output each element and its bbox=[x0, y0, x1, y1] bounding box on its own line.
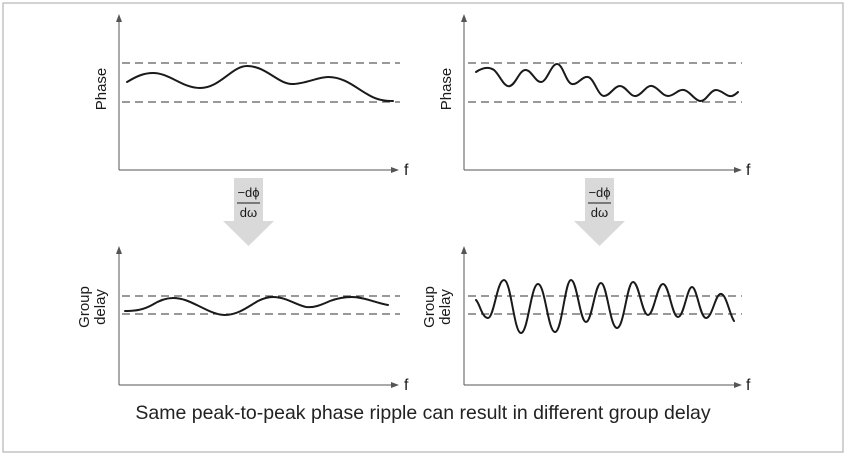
panel-bottom-left: Group delay f bbox=[76, 246, 409, 394]
panel-top-right: Phase f bbox=[438, 14, 751, 179]
derivative-denominator: dω bbox=[591, 205, 608, 220]
y-axis-arrowhead bbox=[116, 246, 122, 254]
y-axis-label: delay bbox=[437, 289, 454, 325]
y-axis-label: Group bbox=[76, 286, 93, 328]
figure-caption: Same peak-to-peak phase ripple can resul… bbox=[135, 402, 710, 424]
down-arrow-shape bbox=[574, 178, 625, 246]
derivative-arrow-right: −dϕ dω bbox=[574, 178, 625, 246]
group-delay-curve-small bbox=[124, 296, 389, 316]
x-axis-arrowhead bbox=[391, 382, 399, 388]
y-axis-label: Phase bbox=[93, 68, 110, 111]
derivative-denominator: dω bbox=[240, 205, 257, 220]
x-axis-arrowhead bbox=[391, 167, 399, 173]
y-axis-label: delay bbox=[92, 289, 109, 325]
panel-top-left: Phase f bbox=[93, 14, 409, 179]
derivative-numerator: −dϕ bbox=[588, 185, 610, 200]
y-axis-arrowhead bbox=[116, 14, 122, 22]
x-axis-label: f bbox=[404, 162, 409, 179]
derivative-arrow-left: −dϕ dω bbox=[223, 178, 274, 246]
panel-bottom-right: Group delay f bbox=[421, 246, 751, 394]
x-axis-label: f bbox=[404, 377, 409, 394]
y-axis-label: Group bbox=[421, 286, 438, 328]
y-axis-arrowhead bbox=[461, 14, 467, 22]
phase-curve-slow-ripple bbox=[126, 65, 394, 102]
x-axis-arrowhead bbox=[734, 382, 742, 388]
group-delay-curve-large bbox=[475, 279, 735, 334]
phase-curve-fast-ripple bbox=[475, 63, 739, 102]
down-arrow-shape bbox=[223, 178, 274, 246]
derivative-numerator: −dϕ bbox=[237, 185, 259, 200]
x-axis-label: f bbox=[746, 377, 751, 394]
x-axis-label: f bbox=[746, 162, 751, 179]
y-axis-arrowhead bbox=[461, 246, 467, 254]
y-axis-label: Phase bbox=[438, 68, 455, 111]
x-axis-arrowhead bbox=[734, 167, 742, 173]
